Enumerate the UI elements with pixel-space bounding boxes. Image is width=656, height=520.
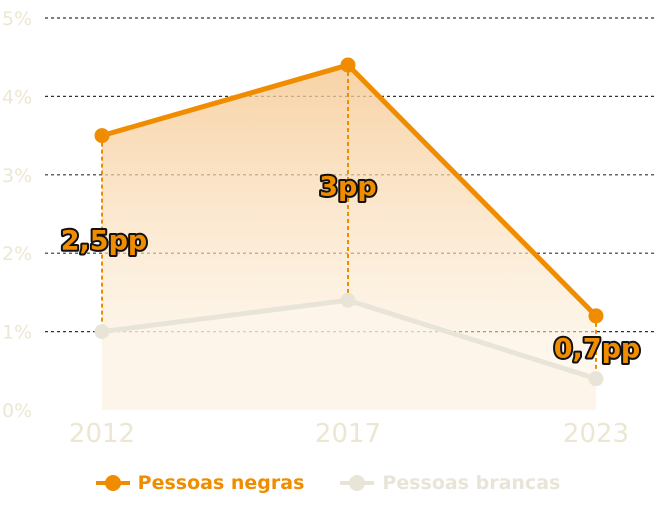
legend-item-series-2[interactable]: Pessoas brancas [340, 472, 560, 494]
y-tick-label: 2% [2, 243, 32, 265]
series-pessoas-brancas-point [588, 371, 604, 387]
series-pessoas-brancas-point [94, 324, 110, 340]
series-pessoas-brancas-point [340, 292, 356, 308]
y-tick-label: 1% [2, 322, 32, 344]
x-tick-label: 2017 [315, 419, 381, 449]
gap-label: 3pp [319, 171, 376, 202]
gap-label: 2,5pp [61, 225, 147, 256]
line-chart: 0% 1% 2% 3% 4% 5% 2012 2017 2023 2,5pp 3pp 0,7pp [2, 8, 656, 449]
x-tick-label: 2023 [563, 419, 629, 449]
base-area-shape [102, 300, 596, 410]
legend-label-series-2: Pessoas brancas [382, 472, 561, 494]
series-pessoas-negras-point [340, 57, 356, 73]
annotations: 2,5pp 3pp 0,7pp [59, 169, 642, 366]
gap-label: 0,7pp [554, 333, 640, 364]
x-tick-label: 2012 [69, 419, 135, 449]
axis-ticks: 0% 1% 2% 3% 4% 5% 2012 2017 2023 [2, 8, 629, 449]
legend-marker-series-2 [340, 473, 375, 493]
legend-item-series-1[interactable]: Pessoas negras [95, 472, 305, 494]
y-tick-label: 4% [2, 86, 32, 108]
legend: Pessoas negras Pessoas brancas [0, 472, 656, 494]
y-tick-label: 5% [2, 8, 32, 30]
series [94, 57, 604, 387]
y-tick-label: 0% [2, 400, 32, 422]
legend-marker-series-1 [95, 473, 130, 493]
y-tick-label: 3% [2, 165, 32, 187]
series-pessoas-negras-point [588, 308, 604, 324]
legend-label-series-1: Pessoas negras [137, 472, 305, 494]
series-pessoas-negras-point [94, 128, 110, 144]
